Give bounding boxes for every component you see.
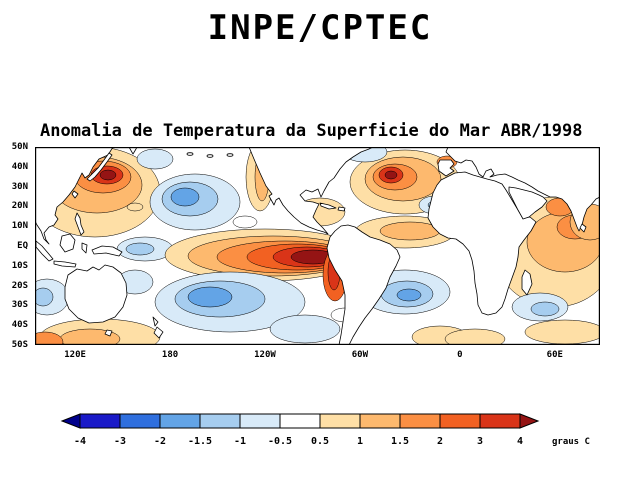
colorbar-tick-label: -2: [154, 436, 166, 447]
colorbar-segment: [359, 413, 401, 429]
y-tick-label: 20N: [11, 201, 28, 212]
x-tick-label: 180: [161, 350, 179, 360]
map-frame: [35, 147, 600, 345]
chart-title: Anomalia de Temperatura da Superficie do…: [40, 121, 583, 141]
colorbar: -4 -3 -2 -1.5 -1 -0.5 0.5 1 1.5 2 3 4 graus C: [60, 413, 590, 447]
colorbar-tick-label: 1.5: [391, 436, 409, 447]
colorbar-segment: [279, 413, 321, 429]
colorbar-tick-label: -1: [234, 436, 246, 447]
colorbar-tick-label: 3: [477, 436, 483, 447]
page-title: INPE/CPTEC: [207, 8, 433, 48]
y-tick-label: EQ: [17, 241, 28, 251]
x-tick-label: 0: [457, 350, 463, 360]
y-tick-label: 50N: [11, 142, 28, 152]
y-tick-label: 10S: [11, 260, 28, 271]
y-tick-label: 40N: [11, 161, 28, 172]
colorbar-segment: [479, 413, 521, 429]
y-tick-label: 30N: [11, 181, 28, 192]
colorbar-tick-label: -4: [74, 436, 86, 447]
x-tick-label: 120E: [64, 350, 86, 360]
colorbar-segment: [159, 413, 201, 429]
colorbar-left-arrow: [60, 413, 81, 429]
y-tick-label: 20S: [11, 280, 28, 291]
y-tick-label: 10N: [11, 221, 28, 232]
sst-anomaly-map: [35, 147, 600, 345]
y-tick-label: 40S: [11, 320, 28, 331]
x-tick-label: 60W: [351, 350, 369, 360]
colorbar-unit-label: graus C: [552, 437, 590, 447]
x-tick-label: 60E: [546, 350, 563, 360]
colorbar-segment: [399, 413, 441, 429]
latitude-axis: 50N 40N 30N 20N 10N EQ 10S 20S 30S 40S 50S: [0, 142, 31, 350]
colorbar-segment: [79, 413, 121, 429]
colorbar-segment: [439, 413, 481, 429]
colorbar-segment: [119, 413, 161, 429]
longitude-axis: 120E 180 120W 60W 0 60E: [35, 350, 600, 364]
colorbar-tick-label: 4: [517, 436, 523, 447]
x-tick-label: 120W: [254, 350, 276, 360]
colorbar-tick-label: 2: [437, 436, 443, 447]
colorbar-tick-label: -0.5: [268, 436, 292, 447]
colorbar-tick-label: 0.5: [311, 436, 329, 447]
colorbar-tick-label: 1: [357, 436, 363, 447]
colorbar-tick-label: -1.5: [188, 436, 212, 447]
colorbar-segment: [319, 413, 361, 429]
y-tick-label: 30S: [11, 300, 28, 311]
continents: [35, 147, 600, 345]
colorbar-segment: [239, 413, 281, 429]
colorbar-right-arrow: [519, 413, 540, 429]
colorbar-tick-label: -3: [114, 436, 126, 447]
colorbar-segment: [199, 413, 241, 429]
y-tick-label: 50S: [11, 340, 28, 350]
